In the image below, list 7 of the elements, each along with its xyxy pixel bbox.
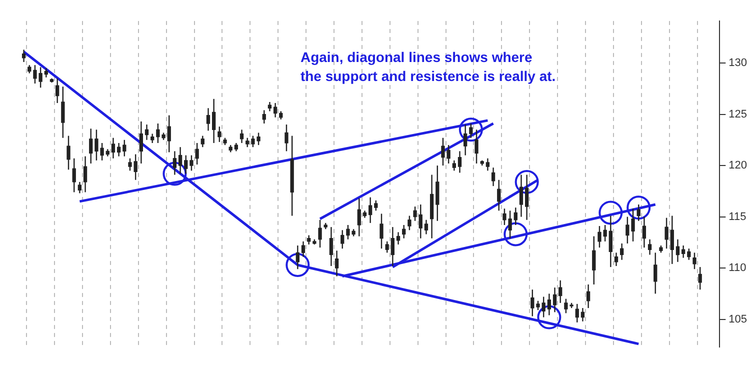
y-tick-label: 130: [728, 57, 748, 70]
y-tick-label: 110: [728, 262, 746, 274]
y-tick-label: 115: [728, 210, 746, 223]
y-tick-label: 125: [728, 108, 748, 120]
annotation: Again, diagonal lines shows where the support and resistence is really at.: [300, 48, 556, 84]
y-tick-label: 105: [728, 313, 748, 326]
y-tick-label: 120: [728, 160, 748, 172]
